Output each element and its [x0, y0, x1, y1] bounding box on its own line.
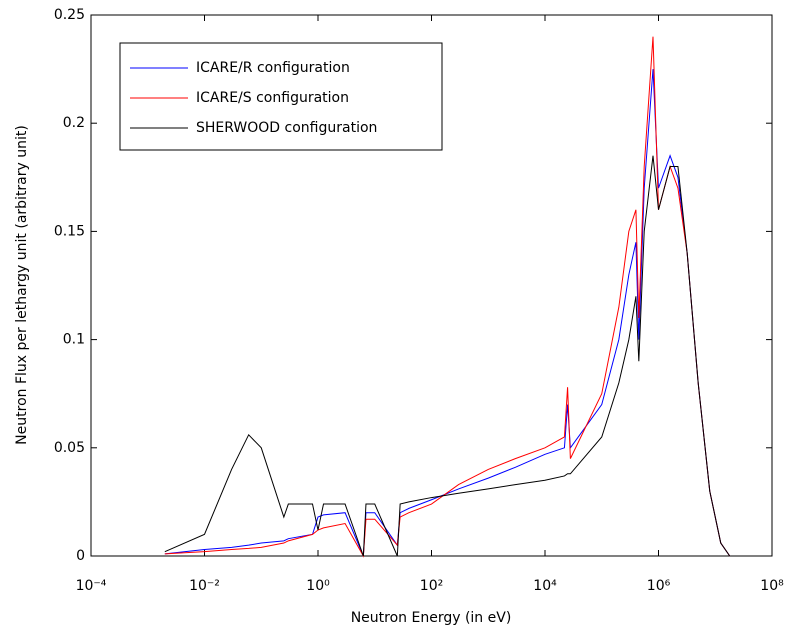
x-tick-label: 10⁸	[760, 578, 784, 594]
y-tick-label: 0.1	[63, 332, 85, 348]
y-tick-label: 0	[76, 548, 85, 564]
y-tick-label: 0.15	[54, 223, 85, 239]
x-tick-label: 10⁶	[647, 578, 671, 594]
legend-box	[119, 42, 443, 151]
y-tick-label: 0.05	[54, 440, 85, 456]
x-tick-label: 10⁰	[306, 578, 330, 594]
y-tick-label: 0.2	[63, 115, 85, 131]
data-line	[164, 155, 731, 557]
x-tick-label: 10⁻⁴	[76, 578, 107, 594]
data-line	[164, 69, 731, 557]
x-tick-label: 10⁻²	[189, 578, 220, 594]
y-tick-label: 0.25	[54, 7, 85, 23]
x-tick-label: 10²	[420, 578, 443, 594]
legend-label: ICARE/R configuration	[196, 60, 350, 76]
legend-label: SHERWOOD configuration	[196, 120, 377, 136]
y-axis-label: Neutron Flux per lethargy unit (arbitrar…	[14, 125, 30, 445]
legend-label: ICARE/S configuration	[196, 90, 349, 106]
x-axis-label: Neutron Energy (in eV)	[351, 610, 512, 626]
x-tick-label: 10⁴	[533, 578, 557, 594]
